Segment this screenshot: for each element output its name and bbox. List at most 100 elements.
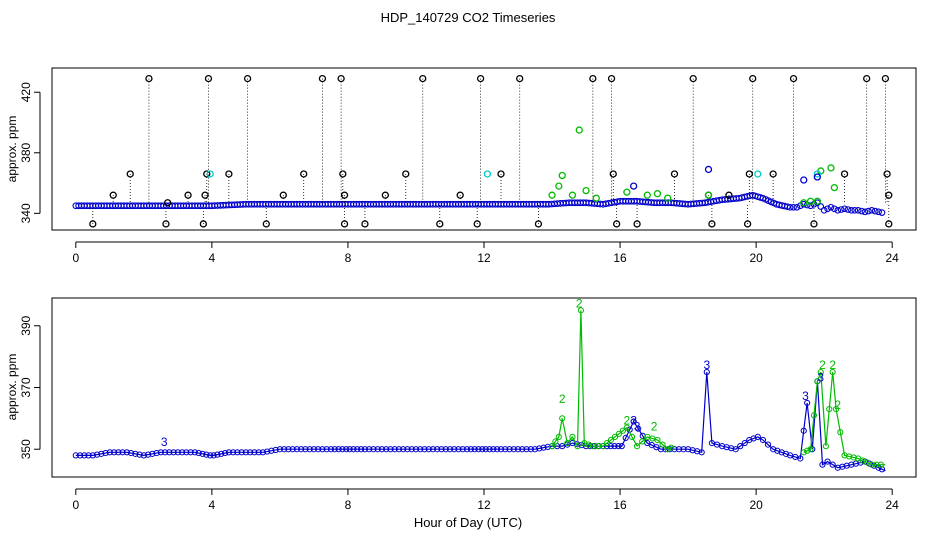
baseline-point — [861, 208, 869, 216]
data-point — [749, 74, 757, 83]
baseline-point — [854, 206, 862, 214]
series-point — [391, 446, 398, 453]
data-point — [337, 74, 345, 83]
y-tick-label: 390 — [19, 315, 33, 335]
x-tick-label: 16 — [613, 251, 627, 265]
series-point — [510, 446, 517, 453]
baseline-point — [824, 205, 831, 213]
series-point — [183, 449, 190, 456]
series-point — [800, 449, 807, 456]
data-point — [199, 220, 208, 228]
y-tick-label: 420 — [19, 82, 33, 102]
point-label: 2 — [624, 414, 631, 428]
series-point — [93, 451, 101, 458]
baseline-point — [878, 209, 886, 216]
series-point — [502, 446, 509, 453]
series-point — [346, 446, 353, 453]
data-point — [623, 188, 631, 196]
y-tick-label: 370 — [19, 377, 33, 397]
baseline-point — [831, 205, 838, 213]
series-point — [429, 446, 437, 453]
series-point — [421, 446, 428, 453]
baseline-point — [827, 203, 835, 211]
data-point — [613, 220, 621, 228]
series-point — [868, 461, 875, 468]
series-point — [199, 450, 206, 457]
series-point — [555, 433, 562, 440]
series-point — [272, 446, 279, 454]
series-point — [323, 446, 330, 453]
data-point — [279, 191, 287, 199]
x-tick-label: 4 — [209, 498, 216, 512]
series-point — [434, 446, 441, 453]
data-point — [381, 191, 390, 199]
series-point — [354, 446, 361, 453]
series-point — [174, 449, 181, 456]
series-point — [361, 446, 369, 453]
data-point — [840, 170, 849, 178]
x-tick-label: 12 — [477, 251, 491, 265]
x-tick-label: 16 — [613, 498, 627, 512]
series-point — [807, 446, 814, 453]
data-point — [534, 220, 543, 228]
data-point — [664, 194, 672, 202]
baseline-point — [844, 206, 852, 213]
series-point — [527, 446, 534, 453]
series-point — [446, 446, 454, 453]
data-point — [704, 165, 713, 174]
series-point — [339, 446, 346, 453]
series-point — [611, 443, 618, 450]
data-point — [164, 199, 172, 207]
series-point — [76, 452, 84, 459]
data-point — [89, 220, 97, 228]
series-point — [102, 449, 109, 457]
data-point — [885, 191, 893, 199]
series-point — [829, 461, 836, 468]
series-point — [319, 446, 326, 453]
series-point — [877, 461, 884, 468]
series-point — [607, 443, 614, 450]
series-point — [285, 446, 292, 453]
series-point — [276, 446, 284, 453]
series-point — [268, 447, 275, 454]
chart-title: HDP_140729 CO2 Timeseries — [381, 10, 556, 25]
series-line-blue — [75, 372, 886, 472]
data-point — [402, 170, 410, 178]
series-point — [383, 446, 390, 453]
series-point — [603, 439, 611, 447]
y-tick-label: 380 — [19, 142, 33, 162]
data-point — [769, 170, 777, 178]
data-point — [633, 220, 641, 228]
chart-marks: 0 4 8 12 16 20 24 340 380 420 0 4 8 12 16 20 24 350 370 390… — [19, 74, 900, 512]
data-point — [145, 74, 153, 83]
series-point — [395, 446, 403, 453]
data-point — [789, 74, 798, 83]
series-point — [191, 449, 198, 456]
y-tick-label: 340 — [19, 203, 33, 223]
series-point — [238, 449, 245, 456]
series-point — [119, 449, 126, 456]
data-point — [225, 170, 233, 178]
x-tick-label: 24 — [886, 251, 900, 265]
baseline-point — [871, 207, 879, 215]
data-point — [630, 182, 638, 190]
data-point — [582, 186, 590, 195]
x-tick-label: 12 — [477, 498, 491, 512]
top-plot-frame — [51, 67, 917, 231]
series-point — [315, 446, 322, 453]
series-point — [110, 449, 118, 456]
series-point — [630, 418, 637, 425]
data-point — [589, 74, 597, 83]
series-point — [804, 399, 811, 407]
data-point — [497, 170, 505, 178]
series-point — [486, 446, 493, 453]
series-point — [822, 443, 829, 450]
data-point — [813, 197, 822, 205]
series-point — [675, 446, 683, 453]
point-label: 3 — [630, 414, 637, 428]
series-point — [800, 427, 807, 434]
data-point — [885, 220, 893, 228]
point-label: 2 — [829, 358, 836, 372]
series-point — [817, 368, 824, 376]
series-point — [829, 368, 836, 376]
